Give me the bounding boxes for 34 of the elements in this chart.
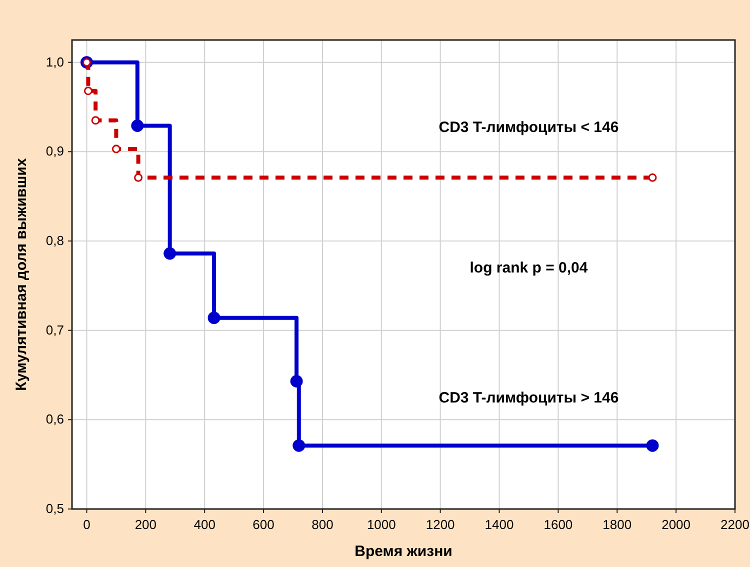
x-tick-label: 2000	[662, 517, 691, 532]
annotation: log rank p = 0,04	[470, 259, 588, 276]
point	[208, 312, 220, 324]
y-axis-title: Кумулятивная доля выживших	[13, 158, 30, 391]
x-tick-label: 600	[252, 517, 274, 532]
x-tick-label: 1000	[366, 517, 396, 532]
y-tick-label: 0,9	[46, 144, 64, 159]
x-axis-title: Время жизни	[354, 543, 452, 560]
y-tick-label: 1,0	[46, 54, 64, 70]
point	[290, 375, 303, 388]
point	[84, 86, 92, 96]
x-tick-label: 800	[312, 517, 334, 532]
point	[134, 173, 143, 182]
point	[646, 439, 659, 452]
x-tick-label: 1800	[602, 517, 632, 532]
y-tick-label: 0,6	[46, 412, 64, 427]
x-tick-label: 1200	[426, 517, 455, 532]
y-tick-label: 0,7	[46, 322, 64, 338]
x-tick-label: 1400	[484, 517, 514, 532]
x-tick-label: 2200	[720, 517, 750, 532]
text: CD3 T-лимфоциты < 146	[438, 119, 619, 136]
point	[164, 247, 176, 260]
point	[292, 439, 306, 452]
point	[91, 116, 100, 125]
y-tick-label: 0,8	[46, 233, 64, 248]
point	[648, 173, 657, 182]
x-tick-label: 400	[194, 517, 216, 532]
point	[131, 120, 144, 132]
point	[112, 144, 120, 154]
x-tick-label: 0	[83, 517, 90, 532]
x-tick-label: 1600	[544, 517, 573, 532]
x-tick-label: 200	[134, 517, 157, 532]
y-tick-label: 0,5	[46, 501, 64, 516]
text: CD3 T-лимфоциты > 146	[438, 390, 619, 407]
